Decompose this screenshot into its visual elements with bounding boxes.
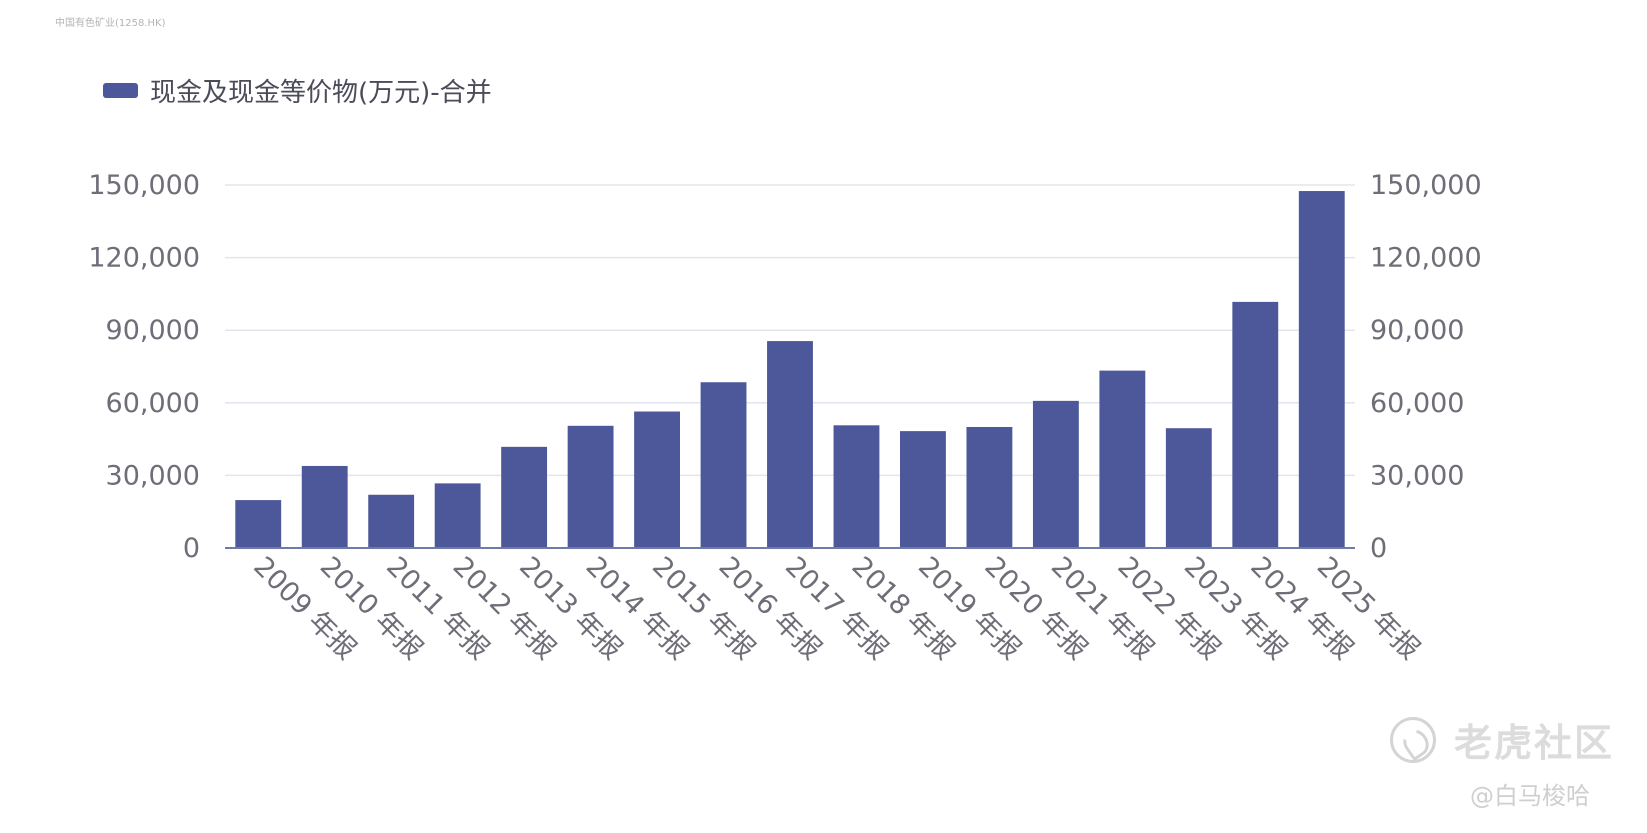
bars [235,191,1345,549]
y-tick-label-left: 30,000 [106,460,200,491]
y-axis-right: 0 30,000 60,000 90,000 120,000 150,000 [1370,170,1482,564]
bar[interactable] [1232,301,1279,548]
watermark-user: @白马梭哈 [1470,782,1590,810]
legend-label: 现金及现金等价物(万元)-合并 [150,77,492,108]
bar[interactable] [1099,370,1146,548]
bar[interactable] [235,500,282,548]
y-tick-label-left: 0 [183,533,200,564]
chart-legend[interactable]: 现金及现金等价物(万元)-合并 [103,70,492,110]
legend-swatch [103,82,138,98]
y-tick-label-right: 120,000 [1370,243,1482,274]
source-label: 中国有色矿业(1258.HK) [55,18,166,29]
bar[interactable] [700,382,747,548]
bar[interactable] [501,446,548,548]
y-tick-label-right: 0 [1370,533,1387,564]
bar[interactable] [833,425,880,548]
bar[interactable] [1298,191,1345,549]
bar[interactable] [900,431,946,548]
bar[interactable] [1165,428,1212,548]
bar[interactable] [368,494,415,548]
bar[interactable] [767,341,813,548]
bar[interactable] [567,425,614,548]
y-tick-label-right: 30,000 [1370,460,1464,491]
bar[interactable] [434,483,481,548]
y-tick-label-left: 90,000 [106,315,200,346]
watermark-brand-text: 老虎社区 [1454,721,1615,765]
y-tick-label-left: 150,000 [88,170,200,201]
bar[interactable] [1032,400,1079,548]
y-tick-label-left: 120,000 [88,243,200,274]
tiger-logo-icon [1390,716,1436,763]
y-axis-left: 0 30,000 60,000 90,000 120,000 150,000 [88,170,200,564]
y-tick-label-right: 90,000 [1370,315,1464,346]
y-tick-label-right: 60,000 [1370,388,1464,419]
bar[interactable] [966,427,1013,548]
y-tick-label-left: 60,000 [106,388,200,419]
bar[interactable] [634,411,680,548]
y-tick-label-right: 150,000 [1370,170,1482,201]
bar[interactable] [301,465,348,548]
watermark-brand: 老虎社区 [1390,712,1614,767]
